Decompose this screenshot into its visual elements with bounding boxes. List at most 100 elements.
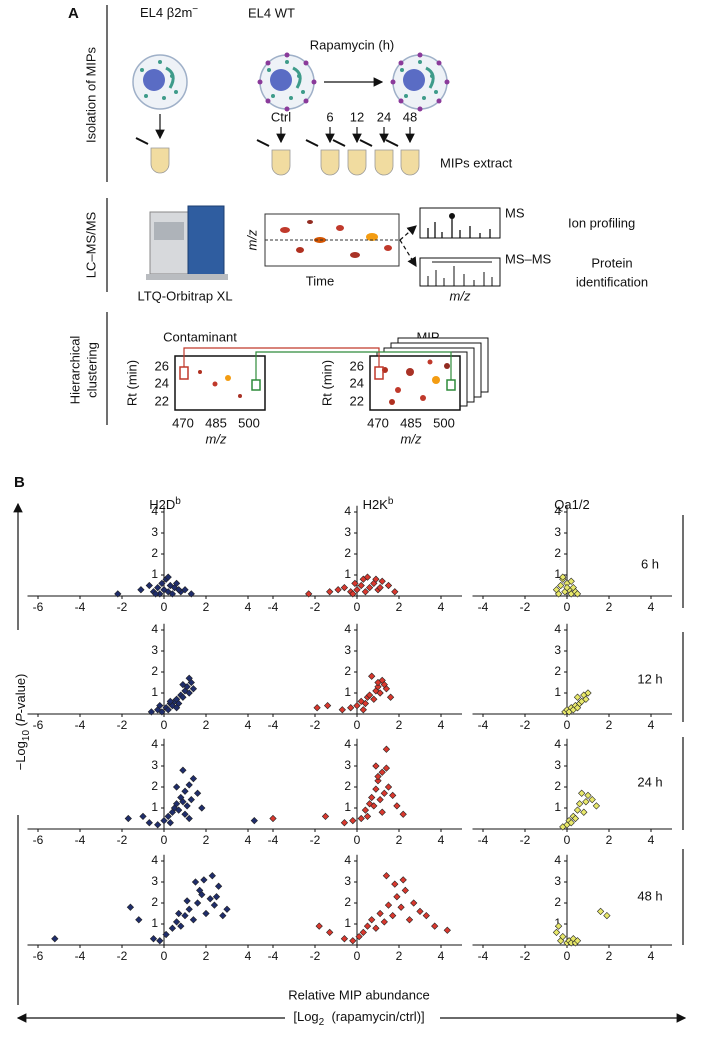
point	[363, 812, 372, 821]
tick-label: 24	[155, 375, 169, 390]
point	[578, 789, 586, 797]
extract-label: MIPs extract	[440, 155, 513, 170]
point	[552, 928, 561, 937]
axis-label: Rt (min)	[124, 360, 139, 406]
point	[584, 689, 592, 697]
point	[175, 909, 183, 918]
point	[135, 916, 143, 924]
x-tick-label: 2	[606, 718, 613, 732]
row-title: 48 h	[637, 888, 662, 903]
point	[359, 928, 367, 937]
x-tick-label: 4	[648, 949, 655, 963]
point	[365, 691, 374, 699]
point	[353, 586, 361, 594]
point	[202, 909, 210, 918]
point	[172, 800, 181, 808]
x-tick-label: 2	[396, 949, 403, 963]
point	[401, 886, 409, 895]
point	[567, 819, 575, 827]
y-tick-label: 3	[151, 874, 158, 888]
point	[185, 814, 193, 823]
x-tick-label: -4	[75, 949, 86, 963]
point	[376, 909, 384, 918]
timepoint: 12	[350, 109, 364, 124]
point	[172, 783, 181, 791]
point	[399, 876, 407, 884]
x-tick-label: 2	[606, 600, 613, 614]
point	[147, 708, 156, 716]
point	[380, 918, 388, 926]
instrument-label: LTQ-Orbitrap XL	[137, 288, 232, 303]
point	[416, 907, 424, 916]
x-tick-label: -2	[310, 718, 321, 732]
point	[183, 897, 191, 905]
point	[391, 588, 399, 596]
point	[443, 926, 451, 934]
point	[376, 689, 384, 697]
tick-label: 485	[205, 415, 227, 430]
point	[357, 814, 365, 823]
x-tick-label: 2	[606, 949, 613, 963]
point	[389, 911, 397, 920]
point	[175, 806, 183, 814]
y-tick-label: 4	[344, 504, 351, 518]
axis-label: m/z	[244, 229, 259, 250]
point	[145, 581, 153, 590]
point	[376, 795, 384, 804]
y-axis-title: −Log10 (P-value)	[13, 674, 31, 771]
point	[193, 789, 202, 797]
timepoint: 48	[403, 109, 417, 124]
point	[321, 812, 330, 821]
point	[349, 937, 357, 945]
point	[189, 916, 198, 924]
point	[368, 793, 376, 802]
point	[353, 701, 361, 710]
point	[596, 907, 605, 916]
point	[179, 680, 187, 689]
y-tick-label: 2	[344, 664, 351, 678]
x-tick-label: 2	[203, 718, 210, 732]
x-tick-label: -6	[33, 949, 44, 963]
point	[172, 704, 181, 712]
cell-label: EL4 β2m−	[140, 4, 198, 21]
point	[164, 588, 172, 596]
point	[382, 745, 391, 753]
ms-desc: Ion profiling	[568, 215, 635, 230]
x-tick-label: 2	[203, 949, 210, 963]
point	[573, 693, 582, 701]
point	[200, 876, 208, 884]
point	[588, 795, 596, 804]
timepoint: Ctrl	[271, 109, 291, 124]
y-tick-label: 1	[344, 916, 351, 930]
y-tick-label: 4	[554, 504, 561, 518]
point	[145, 819, 153, 827]
point	[250, 816, 258, 825]
x-tick-label: 0	[564, 718, 571, 732]
x-tick-label: 0	[161, 833, 168, 847]
x-tick-label: -2	[520, 949, 531, 963]
point	[340, 819, 349, 827]
point	[582, 798, 590, 806]
x-tick-label: -2	[310, 600, 321, 614]
point	[208, 872, 216, 880]
point	[175, 586, 183, 594]
x-tick-label: -2	[310, 949, 321, 963]
y-tick-label: 4	[151, 737, 158, 751]
point	[580, 808, 588, 816]
tick-label: 24	[350, 375, 364, 390]
point	[559, 573, 567, 581]
row-title: 12 h	[637, 671, 662, 686]
point	[181, 810, 189, 818]
tick-label: 485	[400, 415, 422, 430]
point	[359, 706, 367, 714]
point	[181, 787, 189, 795]
y-tick-label: 1	[151, 916, 158, 930]
x-tick-label: 0	[161, 949, 168, 963]
point	[326, 928, 334, 937]
point	[393, 802, 401, 810]
x-tick-label: 0	[354, 949, 361, 963]
x-tick-label: 0	[564, 833, 571, 847]
y-tick-label: 4	[554, 737, 561, 751]
msms-desc: identification	[576, 274, 648, 289]
x-tick-label: -2	[117, 833, 128, 847]
